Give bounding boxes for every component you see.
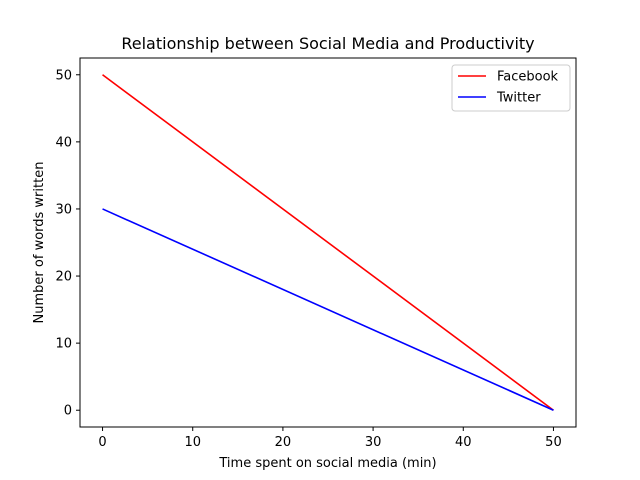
legend-label-twitter: Twitter <box>496 91 541 106</box>
series-layer <box>102 74 554 411</box>
y-tick-label: 40 <box>55 135 72 150</box>
y-tick-label: 50 <box>55 68 72 83</box>
y-axis-label: Number of words written <box>32 162 47 324</box>
y-axis: 0 10 20 30 40 50 <box>55 68 80 419</box>
chart-title: Relationship between Social Media and Pr… <box>121 34 534 53</box>
y-tick-label: 20 <box>55 270 72 285</box>
x-axis-label: Time spent on social media (min) <box>218 456 436 471</box>
legend: Facebook Twitter <box>451 64 571 112</box>
x-tick-label: 10 <box>184 435 201 450</box>
x-tick-label: 20 <box>275 435 292 450</box>
x-tick-label: 40 <box>455 435 472 450</box>
legend-label-facebook: Facebook <box>497 70 559 85</box>
x-axis: 0 10 20 30 40 50 <box>98 427 562 450</box>
x-tick-label: 30 <box>365 435 382 450</box>
plot-frame <box>79 57 577 428</box>
x-tick-label: 0 <box>98 435 106 450</box>
series-line-facebook <box>102 74 554 411</box>
series-line-twitter <box>102 208 554 411</box>
y-tick-label: 0 <box>64 404 72 419</box>
y-tick-label: 10 <box>55 337 72 352</box>
x-tick-label: 50 <box>545 435 562 450</box>
y-tick-label: 30 <box>55 202 72 217</box>
